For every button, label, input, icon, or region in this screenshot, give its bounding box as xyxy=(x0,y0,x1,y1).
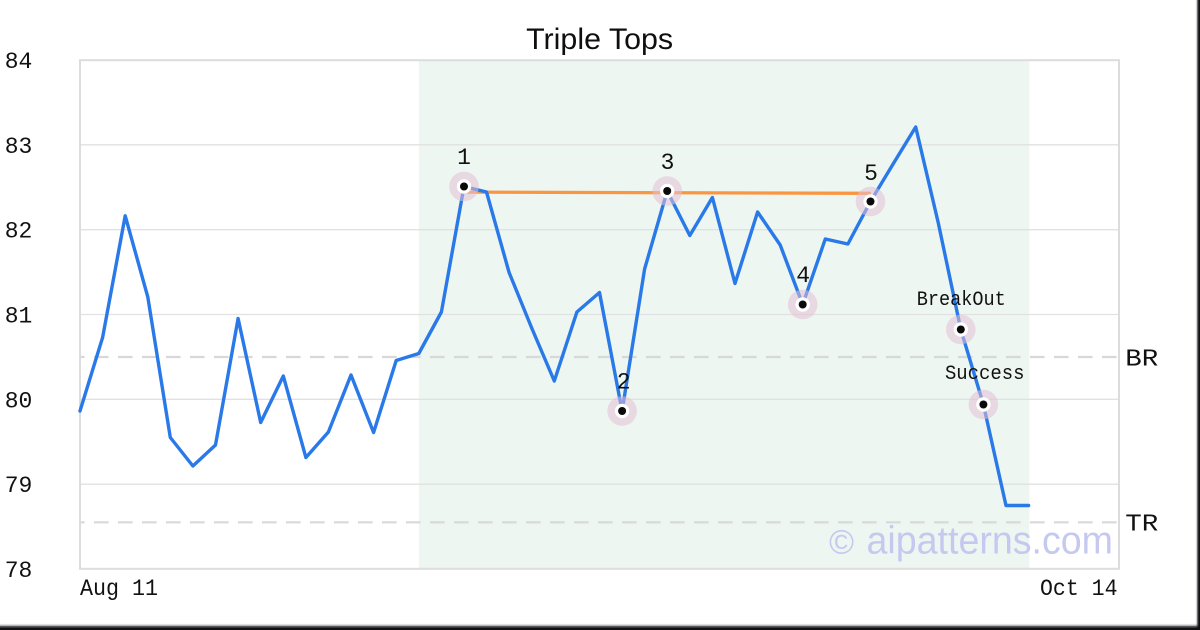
svg-text:BR: BR xyxy=(1125,346,1158,373)
svg-text:5: 5 xyxy=(864,161,878,187)
svg-text:BreakOut: BreakOut xyxy=(917,289,1006,312)
svg-text:78: 78 xyxy=(5,558,33,584)
svg-text:Success: Success xyxy=(945,363,1025,386)
svg-text:79: 79 xyxy=(5,473,33,499)
svg-text:80: 80 xyxy=(5,388,33,414)
svg-text:4: 4 xyxy=(796,263,810,289)
svg-text:©: © xyxy=(829,524,854,562)
svg-text:TR: TR xyxy=(1125,512,1158,539)
svg-text:2: 2 xyxy=(617,370,631,396)
svg-text:83: 83 xyxy=(5,134,33,160)
svg-text:Oct 14: Oct 14 xyxy=(1040,576,1118,602)
svg-text:1: 1 xyxy=(457,145,471,171)
svg-text:3: 3 xyxy=(661,150,675,176)
svg-text:81: 81 xyxy=(5,304,33,330)
svg-text:Aug 11: Aug 11 xyxy=(80,576,158,602)
svg-text:Triple Tops: Triple Tops xyxy=(526,23,673,56)
svg-text:aipatterns.com: aipatterns.com xyxy=(867,520,1114,563)
svg-text:84: 84 xyxy=(5,49,33,75)
svg-text:82: 82 xyxy=(5,219,33,245)
